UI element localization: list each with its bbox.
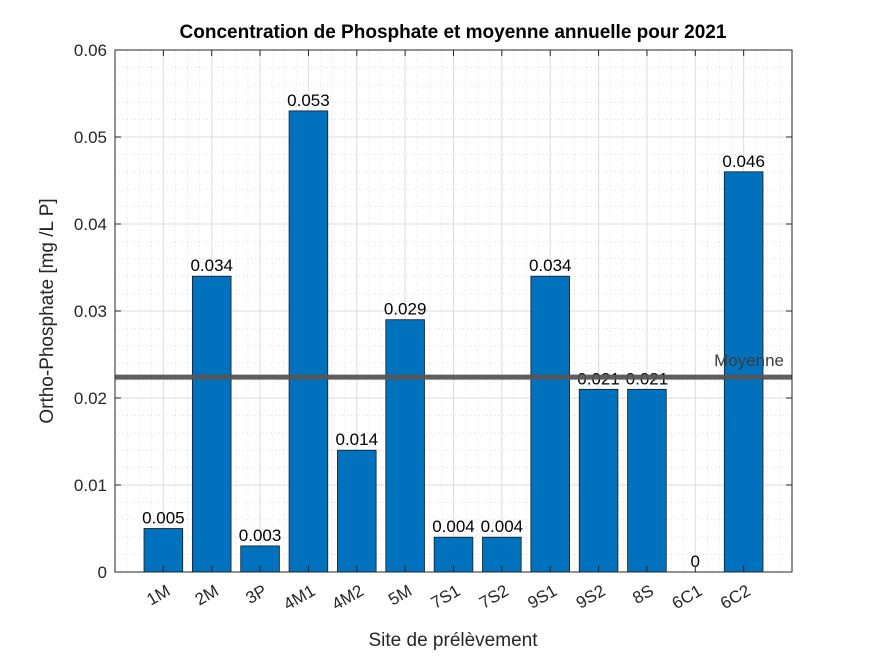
bar-8S [627,388,667,573]
bar-2M [191,275,232,573]
data-label-4M1: 0.053 [287,91,330,110]
y-axis-label: Ortho-Phosphate [mg /L P] [37,198,58,423]
bar-9S1 [530,275,570,573]
x-tick-label: 9S2 [573,581,609,613]
x-tick-label: 4M2 [329,581,367,614]
x-tick-label: 2M [192,581,222,609]
data-label-3P: 0.003 [239,526,282,545]
y-tick-label: 0.05 [74,128,107,147]
data-label-4M2: 0.014 [336,430,379,449]
x-tick-label: 6C1 [669,581,706,613]
data-label-7S2: 0.004 [481,517,524,536]
y-tick-label: 0.06 [74,41,107,60]
data-label-6C2: 0.046 [722,152,765,171]
chart-title: Concentration de Phosphate et moyenne an… [180,22,727,43]
x-tick-label: 9S1 [525,581,561,613]
y-ticks: 0 0.01 0.02 0.03 0.04 0.05 0.06 [74,41,792,582]
y-tick-label: 0.02 [74,389,107,408]
mean-reference-label: Moyenne [714,351,784,370]
bar-5M [385,319,425,573]
x-tick-label: 1M [143,581,173,609]
y-tick-label: 0.04 [74,215,107,234]
x-tick-label: 4M1 [280,581,318,614]
data-label-2M: 0.034 [190,256,233,275]
bar-4M1 [288,110,329,573]
bars [143,110,764,573]
x-tick-label: 5M [385,581,415,609]
x-tick-label: 3P [243,581,271,608]
bar-4M2 [337,449,377,573]
reference-line-group: Moyenne [115,351,792,380]
data-labels: 0.005 0.034 0.003 0.053 0.014 0.029 0.004 0.004… [142,91,765,571]
x-axis-label: Site de prélèvement [369,630,539,651]
data-label-6C1: 0 [691,552,700,571]
x-tick-label: 8S [629,581,657,608]
x-tick-label: 7S2 [476,581,512,613]
x-tick-label: 6C2 [717,581,754,613]
bar-6C2 [723,171,764,573]
data-label-9S1: 0.034 [529,256,572,275]
y-tick-label: 0.01 [74,476,107,495]
data-label-5M: 0.029 [384,300,427,319]
y-tick-label: 0.03 [74,302,107,321]
data-label-7S1: 0.004 [432,517,475,536]
y-tick-label: 0 [98,563,107,582]
x-tick-label: 7S1 [428,581,464,613]
bar-1M [143,528,184,573]
bar-9S2 [578,388,619,573]
data-label-1M: 0.005 [142,509,185,528]
